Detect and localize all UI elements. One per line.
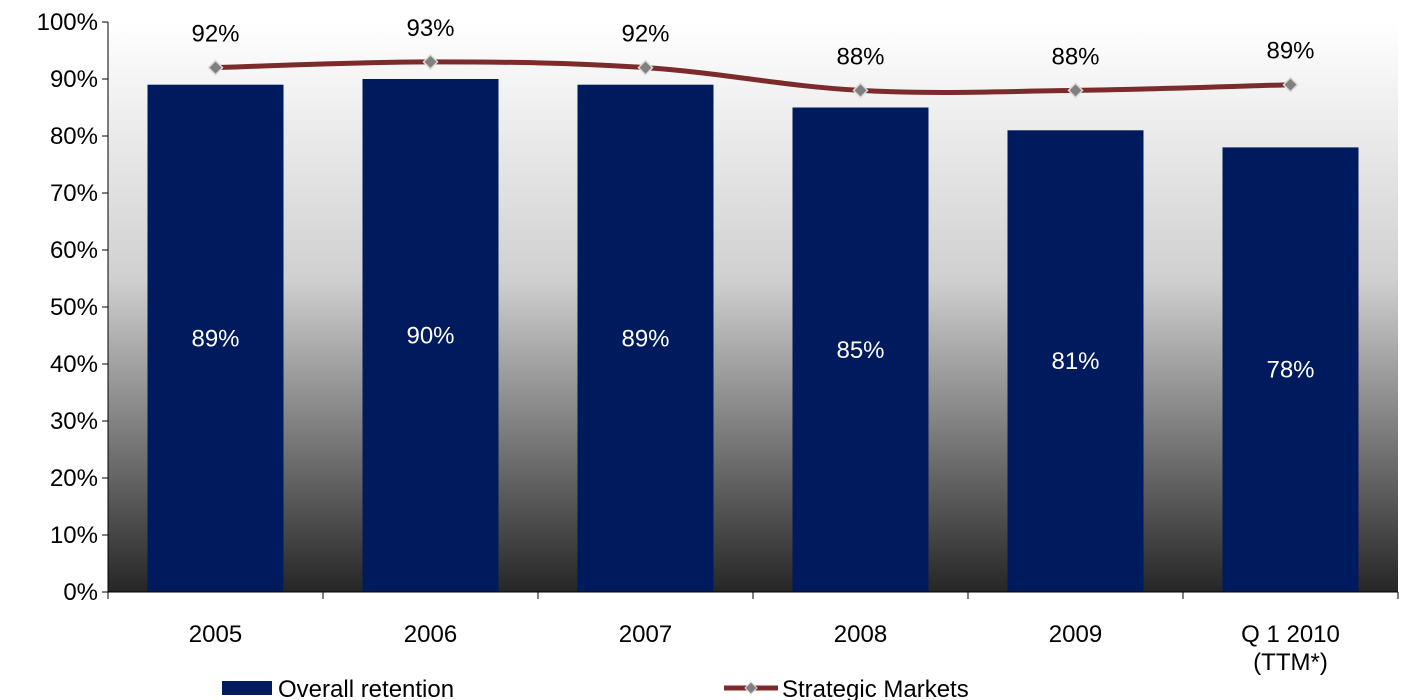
- plot-background: [108, 22, 1398, 592]
- line-value-label: 92%: [621, 21, 669, 48]
- line-layer: [207, 53, 1299, 99]
- x-tick-label: 2008: [834, 621, 887, 648]
- line-value-label: 88%: [1051, 43, 1099, 70]
- bar-5: [1222, 147, 1359, 592]
- x-tick-label: 2007: [619, 621, 672, 648]
- line-point-5: [1282, 76, 1299, 93]
- y-tick-label: 10%: [50, 522, 98, 549]
- line-point-4: [1067, 82, 1084, 99]
- x-tick-label: 2009: [1049, 621, 1102, 648]
- line-value-label: 88%: [836, 43, 884, 70]
- bar-value-label: 90%: [406, 323, 454, 350]
- y-tick-label: 20%: [50, 465, 98, 492]
- legend-label-overall-retention: Overall retention: [278, 676, 454, 700]
- y-tick-label: 60%: [50, 237, 98, 264]
- bar-value-label: 89%: [621, 325, 669, 352]
- bar-3: [792, 107, 929, 592]
- bar-1: [362, 79, 499, 592]
- axes-layer: 0% 10% 20% 30% 40% 50% 60% 70% 80% 90% 100% 2005 200…: [37, 9, 1399, 676]
- x-tick-label: (TTM*): [1253, 649, 1328, 676]
- y-tick-label: 0%: [63, 579, 98, 606]
- y-tick-label: 30%: [50, 408, 98, 435]
- legend-marker-strategic-markets: [744, 681, 758, 695]
- legend-label-strategic-markets: Strategic Markets: [782, 676, 969, 700]
- line-point-2: [637, 59, 654, 76]
- y-tick-label: 50%: [50, 294, 98, 321]
- bar-value-label: 85%: [836, 337, 884, 364]
- y-tick-label: 70%: [50, 180, 98, 207]
- line-point-1: [422, 53, 439, 70]
- bars-layer: [147, 79, 1359, 593]
- y-tick-label: 40%: [50, 351, 98, 378]
- x-tick-label: Q 1 2010: [1241, 621, 1340, 648]
- line-value-label: 92%: [191, 21, 239, 48]
- labels-layer: 89% 90% 89% 85% 81% 78% 92% 93% 92% 88% 88% 89%: [191, 15, 1314, 384]
- bar-value-label: 78%: [1266, 357, 1314, 384]
- x-tick-label: 2005: [189, 621, 242, 648]
- y-tick-label: 100%: [37, 9, 98, 36]
- legend-swatch-overall-retention: [222, 681, 272, 695]
- bar-0: [147, 84, 284, 592]
- line-value-label: 89%: [1266, 38, 1314, 65]
- y-tick-label: 80%: [50, 123, 98, 150]
- bar-2: [577, 84, 714, 592]
- bar-value-label: 89%: [191, 325, 239, 352]
- bar-value-label: 81%: [1051, 348, 1099, 375]
- x-tick-label: 2006: [404, 621, 457, 648]
- y-tick-label: 90%: [50, 66, 98, 93]
- bar-4: [1007, 130, 1144, 593]
- line-point-3: [852, 82, 869, 99]
- line-value-label: 93%: [406, 15, 454, 42]
- strategic-markets-line: [215, 59, 1291, 95]
- legend: Overall retention Strategic Markets: [222, 676, 969, 700]
- line-point-0: [207, 59, 224, 76]
